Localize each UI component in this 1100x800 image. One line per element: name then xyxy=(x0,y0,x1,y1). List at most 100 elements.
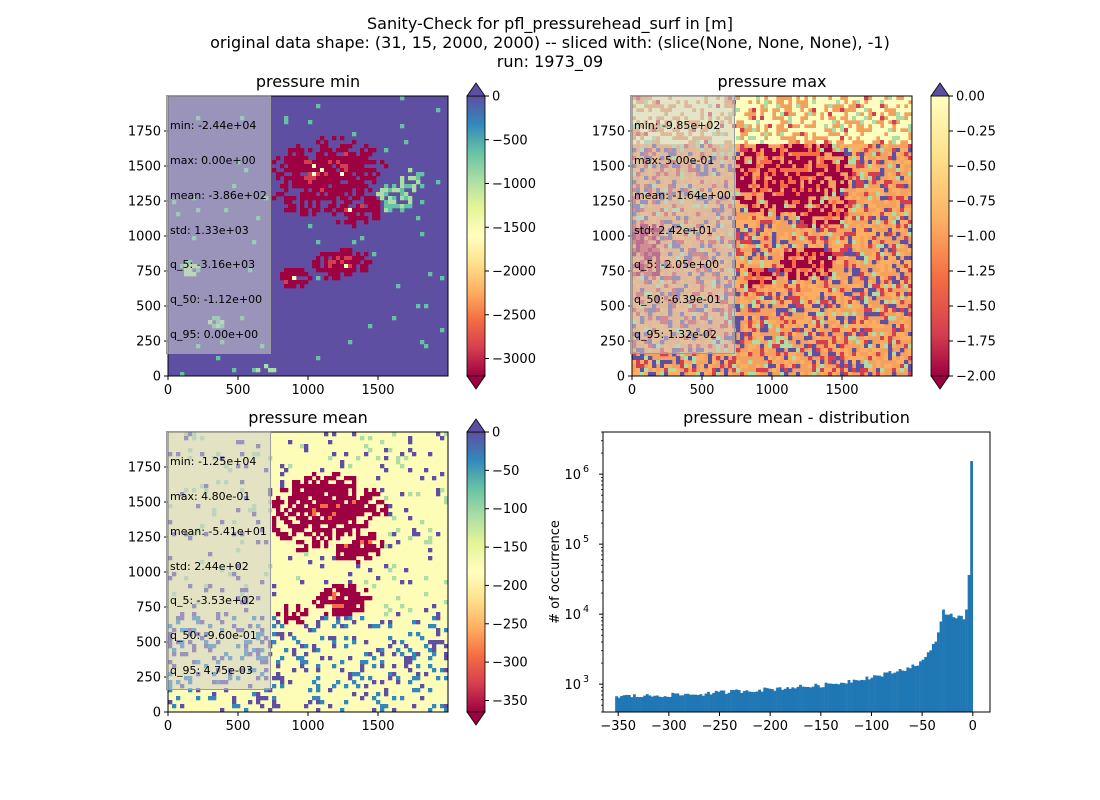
heatmap-cell xyxy=(884,244,889,249)
histogram-bar xyxy=(783,688,787,712)
heatmap-cell xyxy=(296,184,301,189)
heatmap-cell xyxy=(372,176,377,181)
heatmap-cell xyxy=(280,532,285,537)
heatmap-cell xyxy=(316,488,321,493)
heatmap-cell xyxy=(328,156,333,161)
heatmap-cell xyxy=(360,204,365,209)
heatmap-cell xyxy=(848,220,853,225)
heatmap-cell xyxy=(284,176,289,181)
heatmap-cell xyxy=(788,128,793,133)
heatmap-cell xyxy=(296,156,301,161)
heatmap-cell xyxy=(876,264,881,269)
heatmap-cell xyxy=(700,368,705,373)
histogram-bar xyxy=(960,615,963,712)
heatmap-cell xyxy=(360,164,365,169)
heatmap-cell xyxy=(796,120,801,125)
heatmap-cell xyxy=(652,364,657,369)
heatmap-cell xyxy=(440,436,445,441)
heatmap-cell xyxy=(388,644,393,649)
heatmap-cell xyxy=(300,612,305,617)
heatmap-cell xyxy=(816,300,821,305)
heatmap-cell xyxy=(328,592,333,597)
heatmap-cell xyxy=(852,160,857,165)
heatmap-cell xyxy=(900,356,905,361)
heatmap-cell xyxy=(768,192,773,197)
heatmap-cell xyxy=(756,140,761,145)
heatmap-cell xyxy=(820,364,825,369)
heatmap-cell xyxy=(792,128,797,133)
heatmap-cell xyxy=(780,348,785,353)
heatmap-cell xyxy=(364,588,369,593)
heatmap-cell xyxy=(808,348,813,353)
heatmap-cell xyxy=(404,184,409,189)
heatmap-cell xyxy=(276,176,281,181)
heatmap-cell xyxy=(752,260,757,265)
heatmap-cell xyxy=(348,676,353,681)
heatmap-cell xyxy=(804,232,809,237)
heatmap-cell xyxy=(372,208,377,213)
heatmap-cell xyxy=(368,324,373,329)
heatmap-cell xyxy=(356,260,361,265)
heatmap-cell xyxy=(796,192,801,197)
heatmap-cell xyxy=(820,160,825,165)
heatmap-cell xyxy=(908,244,913,249)
heatmap-cell xyxy=(812,100,817,105)
heatmap-cell xyxy=(804,172,809,177)
heatmap-cell xyxy=(832,312,837,317)
heatmap-cell xyxy=(352,480,357,485)
heatmap-cell xyxy=(768,180,773,185)
heatmap-cell xyxy=(876,360,881,365)
heatmap-cell xyxy=(844,156,849,161)
heatmap-cell xyxy=(820,276,825,281)
histogram-bar xyxy=(924,656,928,712)
heatmap-cell xyxy=(868,308,873,313)
heatmap-cell xyxy=(784,304,789,309)
heatmap-cell xyxy=(360,168,365,173)
heatmap-cell xyxy=(896,252,901,257)
heatmap-cell xyxy=(908,304,913,309)
heatmap-cell xyxy=(896,332,901,337)
heatmap-cell xyxy=(420,184,425,189)
heatmap-cell xyxy=(368,172,373,177)
heatmap-cell xyxy=(796,196,801,201)
heatmap-cell xyxy=(832,272,837,277)
heatmap-cell xyxy=(796,160,801,165)
heatmap-cell xyxy=(712,368,717,373)
heatmap-cell xyxy=(860,216,865,221)
heatmap-cell xyxy=(768,116,773,121)
heatmap-cell xyxy=(296,148,301,153)
heatmap-cell xyxy=(292,508,297,513)
heatmap-cell xyxy=(832,152,837,157)
heatmap-cell xyxy=(820,144,825,149)
heatmap-cell xyxy=(300,268,305,273)
heatmap-cell xyxy=(764,328,769,333)
heatmap-cell xyxy=(312,260,317,265)
heatmap-cell xyxy=(888,156,893,161)
heatmap-cell xyxy=(844,280,849,285)
heatmap-cell xyxy=(748,324,753,329)
heatmap-cell xyxy=(292,524,297,529)
heatmap-cell xyxy=(868,188,873,193)
heatmap-cell xyxy=(792,148,797,153)
stats-q50: q_50: -1.12e+00 xyxy=(170,293,263,307)
heatmap-cell xyxy=(888,132,893,137)
heatmap-cell xyxy=(412,620,417,625)
heatmap-cell xyxy=(808,356,813,361)
heatmap-cell xyxy=(408,680,413,685)
heatmap-cell xyxy=(304,508,309,513)
heatmap-cell xyxy=(740,104,745,109)
heatmap-cell xyxy=(724,356,729,361)
stats-q5: q_5: -3.16e+03 xyxy=(170,258,256,272)
heatmap-cell xyxy=(292,652,297,657)
heatmap-cell xyxy=(884,180,889,185)
heatmap-cell xyxy=(380,508,385,513)
heatmap-cell xyxy=(828,112,833,117)
heatmap-cell xyxy=(396,680,401,685)
heatmap-cell xyxy=(796,308,801,313)
heatmap-cell xyxy=(340,600,345,605)
histogram-bar xyxy=(684,693,687,712)
heatmap-cell xyxy=(384,204,389,209)
heatmap-cell xyxy=(364,444,369,449)
heatmap-cell xyxy=(768,168,773,173)
heatmap-cell xyxy=(864,280,869,285)
